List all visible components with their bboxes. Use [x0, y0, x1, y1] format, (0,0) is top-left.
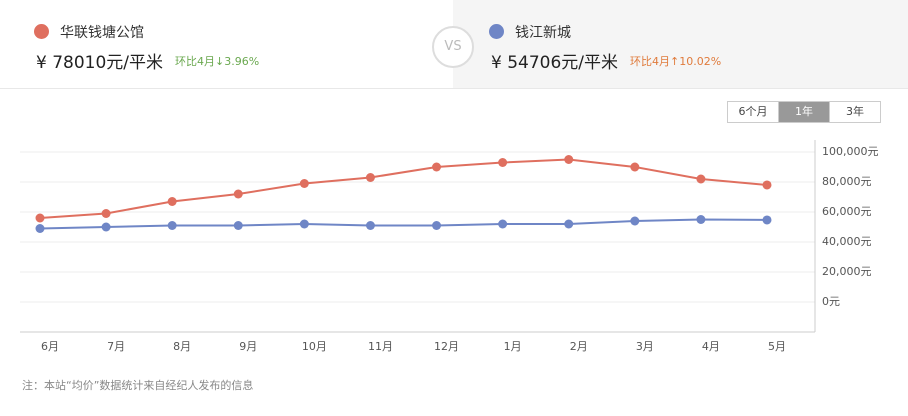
right-panel: 钱江新城 ¥ 54706元/平米 环比4月↑10.02% — [453, 0, 908, 89]
data-point — [233, 221, 243, 230]
data-point — [299, 179, 309, 188]
data-point — [564, 155, 574, 164]
vs-badge: VS — [432, 26, 474, 68]
x-tick-label: 1月 — [504, 340, 522, 353]
range-button[interactable]: 3年 — [846, 105, 864, 118]
data-point — [630, 162, 640, 172]
y-tick-label: 20,000元 — [822, 265, 872, 278]
data-point — [498, 219, 508, 229]
x-tick-label: 11月 — [368, 340, 393, 353]
data-point — [101, 222, 111, 232]
data-point — [365, 173, 375, 182]
range-button[interactable]: 6个月 — [728, 102, 779, 122]
data-point — [35, 213, 45, 223]
data-point — [762, 215, 772, 225]
data-point — [762, 180, 772, 190]
data-point — [233, 189, 243, 199]
range-buttons: 6个月 1年 3年 — [727, 101, 881, 123]
x-tick-label: 5月 — [768, 340, 786, 353]
data-point — [167, 221, 177, 230]
y-tick-label: 100,000元 — [822, 145, 879, 158]
footnote: 注：本站“均价”数据统计来自经纪人发布的信息 — [22, 379, 254, 392]
data-point — [101, 209, 111, 218]
x-tick-label: 4月 — [702, 340, 720, 353]
x-tick-label: 9月 — [239, 340, 257, 353]
x-tick-label: 10月 — [302, 340, 327, 353]
data-point — [498, 158, 508, 167]
left-panel: 华联钱塘公馆 ¥ 78010元/平米 环比4月↓3.96% — [0, 0, 453, 89]
x-tick-label: 8月 — [173, 340, 191, 353]
change: 环比4月↑10.02% — [630, 55, 722, 68]
data-point — [35, 224, 45, 233]
project-name: 华联钱塘公馆 — [60, 25, 144, 41]
change: 环比4月↓3.96% — [175, 55, 260, 68]
data-point — [365, 221, 375, 230]
price: ¥ 78010元/平米 — [36, 53, 164, 73]
data-point — [167, 197, 177, 206]
y-tick-label: 80,000元 — [822, 175, 872, 188]
x-tick-label: 12月 — [434, 340, 459, 353]
project-name: 钱江新城 — [515, 25, 571, 41]
series-line — [39, 218, 768, 230]
x-tick-label: 2月 — [570, 340, 588, 353]
data-point — [432, 162, 442, 172]
data-point — [564, 219, 574, 229]
price: ¥ 54706元/平米 — [491, 53, 619, 73]
x-tick-label: 3月 — [636, 340, 654, 353]
y-tick-label: 0元 — [822, 295, 840, 308]
data-point — [432, 221, 442, 230]
y-tick-label: 40,000元 — [822, 235, 872, 248]
series-line — [39, 158, 768, 219]
legend-dot — [489, 24, 504, 39]
y-tick-label: 60,000元 — [822, 205, 872, 218]
x-tick-label: 6月 — [41, 340, 59, 353]
legend-dot — [34, 24, 49, 39]
data-point — [696, 174, 706, 184]
x-tick-label: 7月 — [107, 340, 125, 353]
data-point — [696, 215, 706, 224]
data-point — [630, 216, 640, 226]
data-point — [299, 219, 309, 229]
range-button[interactable]: 1年 — [779, 102, 830, 122]
